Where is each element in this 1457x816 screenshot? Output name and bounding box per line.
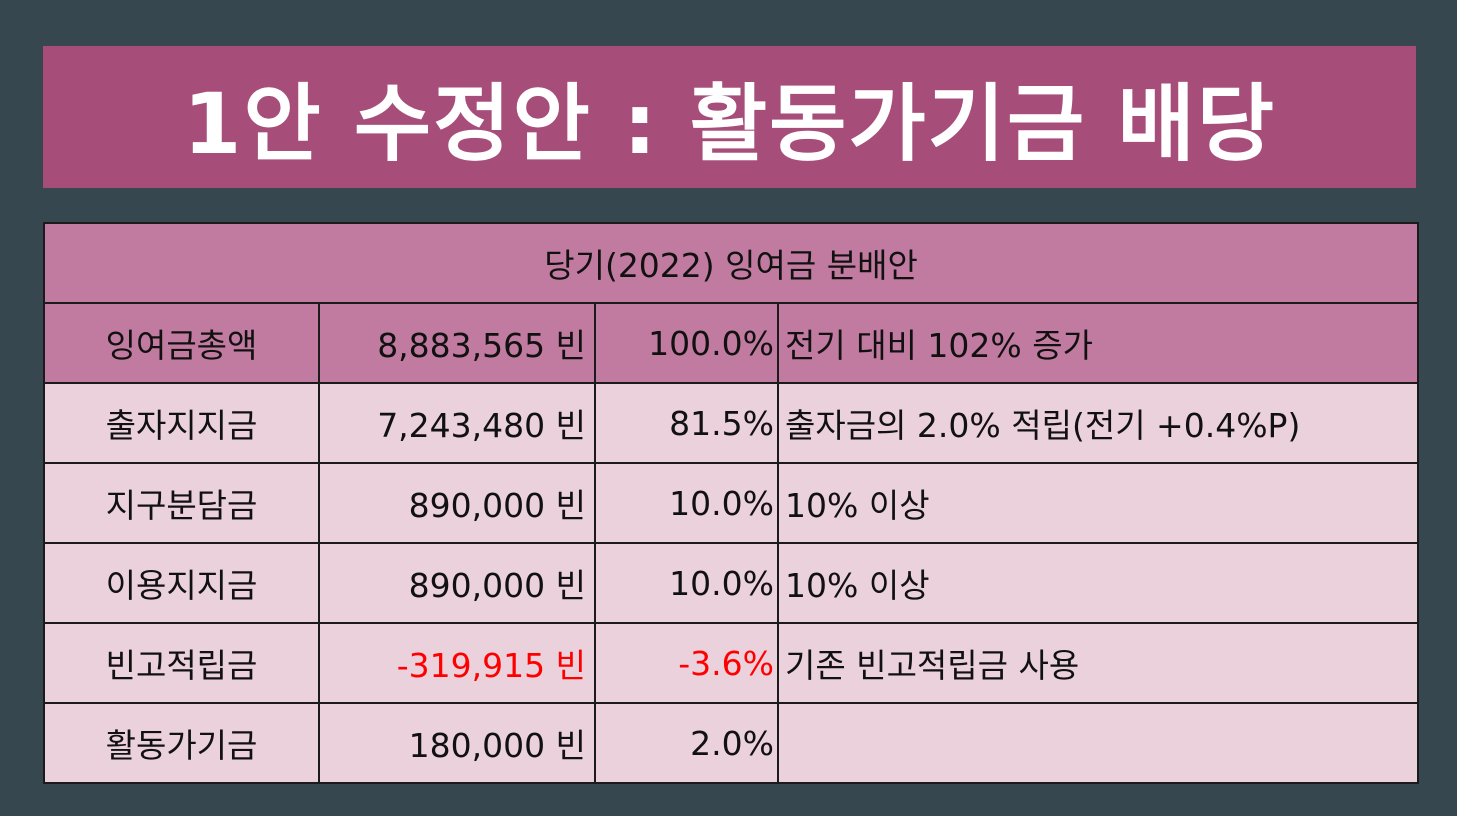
row-note: 10% 이상 xyxy=(776,542,1420,624)
row-amount: 180,000 빈 xyxy=(318,702,596,784)
table-row: 지구분담금 890,000 빈 10.0% 10% 이상 xyxy=(43,462,1420,544)
distribution-table: 당기(2022) 잉여금 분배안 잉여금총액 8,883,565 빈 100.0… xyxy=(42,222,1420,784)
page-title: 1안 수정안 : 활동가기금 배당 xyxy=(182,74,1277,173)
row-name: 지구분담금 xyxy=(43,462,320,544)
table-row: 출자지지금 7,243,480 빈 81.5% 출자금의 2.0% 적립(전기 … xyxy=(43,382,1420,464)
row-note: 전기 대비 102% 증가 xyxy=(776,302,1420,384)
row-name: 빈고적립금 xyxy=(43,622,320,704)
row-amount: 7,243,480 빈 xyxy=(318,382,596,464)
row-note: 10% 이상 xyxy=(776,462,1420,544)
table-caption: 당기(2022) 잉여금 분배안 xyxy=(42,222,1420,304)
table-row: 빈고적립금 -319,915 빈 -3.6% 기존 빈고적립금 사용 xyxy=(43,622,1420,704)
row-amount: 890,000 빈 xyxy=(318,542,596,624)
row-name: 활동가기금 xyxy=(43,702,320,784)
row-percent: 2.0% xyxy=(594,702,779,784)
row-percent: 10.0% xyxy=(594,542,779,624)
row-note: 기존 빈고적립금 사용 xyxy=(776,622,1420,704)
row-note: 출자금의 2.0% 적립(전기 +0.4%P) xyxy=(776,382,1420,464)
row-name: 잉여금총액 xyxy=(43,302,320,384)
row-amount: 8,883,565 빈 xyxy=(318,302,596,384)
title-banner: 1안 수정안 : 활동가기금 배당 xyxy=(43,46,1416,188)
row-percent: 81.5% xyxy=(594,382,779,464)
table-row: 잉여금총액 8,883,565 빈 100.0% 전기 대비 102% 증가 xyxy=(43,302,1420,384)
table-row: 활동가기금 180,000 빈 2.0% xyxy=(43,702,1420,784)
table-row: 이용지지금 890,000 빈 10.0% 10% 이상 xyxy=(43,542,1420,624)
row-name: 출자지지금 xyxy=(43,382,320,464)
row-amount: -319,915 빈 xyxy=(318,622,596,704)
row-percent: -3.6% xyxy=(594,622,779,704)
row-percent: 10.0% xyxy=(594,462,779,544)
row-note xyxy=(776,702,1420,784)
table-caption-row: 당기(2022) 잉여금 분배안 xyxy=(42,222,1420,304)
row-percent: 100.0% xyxy=(594,302,779,384)
row-name: 이용지지금 xyxy=(43,542,320,624)
row-amount: 890,000 빈 xyxy=(318,462,596,544)
